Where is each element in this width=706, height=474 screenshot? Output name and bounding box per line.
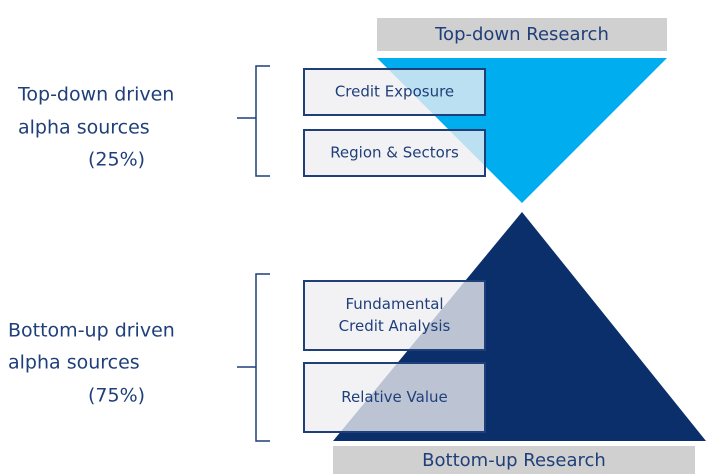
source-box — [303, 280, 486, 351]
section-label: alpha sources — [18, 117, 150, 139]
banner-title: Bottom-up Research — [422, 450, 606, 471]
section-label: alpha sources — [8, 352, 140, 374]
section-label: Top-down driven — [17, 84, 174, 106]
box-text: Relative Value — [341, 388, 447, 406]
top-bracket — [237, 65, 270, 177]
bottom-bracket — [237, 273, 270, 442]
section-label: (75%) — [88, 385, 145, 407]
source-box — [303, 68, 486, 116]
banner-title: Top-down Research — [434, 24, 609, 45]
box-text: Credit Analysis — [339, 317, 451, 335]
section-label: Bottom-up driven — [8, 320, 175, 342]
source-box — [303, 129, 486, 177]
source-box — [303, 362, 486, 433]
box-text: Region & Sectors — [330, 144, 459, 162]
box-text: Fundamental — [345, 295, 443, 313]
bottom-banner — [333, 446, 695, 474]
top-banner — [377, 18, 667, 51]
section-label: (25%) — [88, 149, 145, 171]
box-text: Credit Exposure — [335, 83, 454, 101]
